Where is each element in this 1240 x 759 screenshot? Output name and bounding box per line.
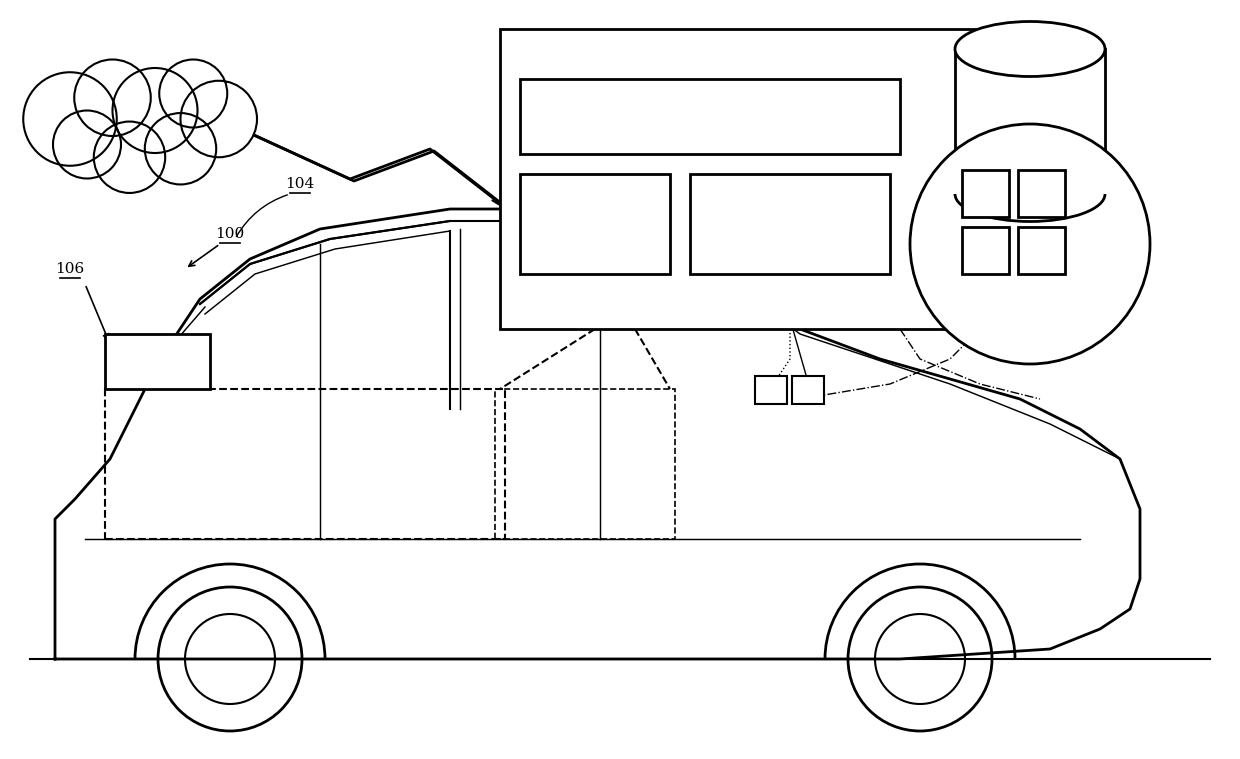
Text: 120: 120 [639,40,671,58]
FancyBboxPatch shape [1018,170,1065,217]
Circle shape [24,72,117,165]
FancyBboxPatch shape [520,79,900,154]
Text: 104: 104 [285,177,315,191]
Text: 126: 126 [696,110,724,124]
Circle shape [145,113,216,184]
Circle shape [74,59,151,136]
FancyBboxPatch shape [792,376,825,404]
Ellipse shape [955,21,1105,77]
Text: 140: 140 [973,187,997,200]
Text: 160: 160 [973,244,997,257]
FancyBboxPatch shape [962,227,1009,274]
FancyBboxPatch shape [105,334,210,389]
Text: 128: 128 [580,217,610,231]
FancyBboxPatch shape [955,49,1105,219]
Text: 124: 124 [775,217,805,231]
Text: 150: 150 [1029,187,1054,200]
Text: 130: 130 [145,107,175,121]
FancyBboxPatch shape [500,29,980,329]
Circle shape [113,68,197,153]
Text: 170: 170 [1029,244,1054,257]
Circle shape [53,111,122,178]
FancyBboxPatch shape [520,174,670,274]
Circle shape [94,121,165,193]
Circle shape [159,59,227,128]
FancyBboxPatch shape [755,376,787,404]
Text: 100: 100 [216,227,244,241]
Text: 102: 102 [144,355,170,369]
FancyBboxPatch shape [689,174,890,274]
Text: 106: 106 [56,262,84,276]
FancyBboxPatch shape [1018,227,1065,274]
Circle shape [910,124,1149,364]
Text: 112: 112 [775,312,805,326]
FancyBboxPatch shape [962,170,1009,217]
Circle shape [181,80,257,157]
Text: 122: 122 [1016,97,1044,111]
